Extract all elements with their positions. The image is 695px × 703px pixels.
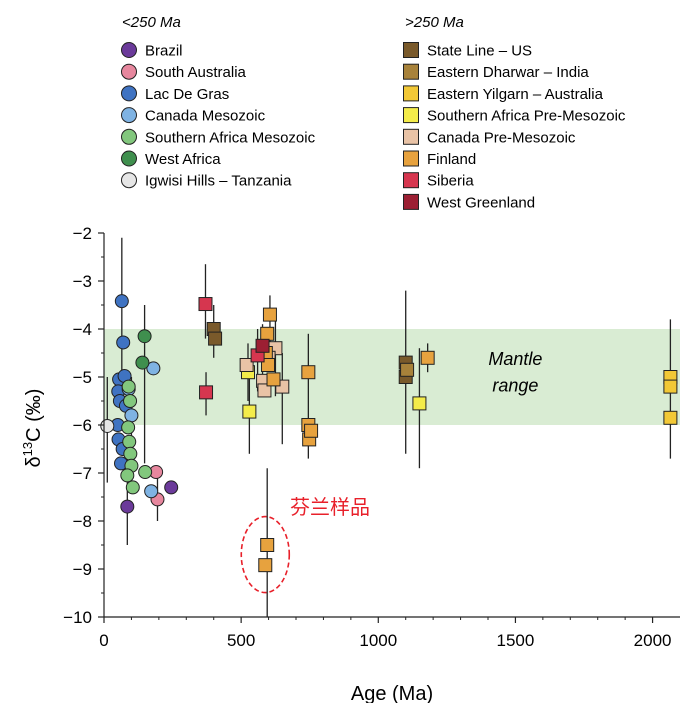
data-point-circle xyxy=(120,468,135,483)
legend-label: State Line – US xyxy=(427,43,532,60)
error-bars xyxy=(106,237,672,617)
legend-label: Eastern Dharwar – India xyxy=(427,64,589,81)
data-point-square xyxy=(304,423,319,438)
legend-marker-square xyxy=(403,63,419,80)
y-tick-label: −4 xyxy=(73,320,92,339)
legend-marker-circle xyxy=(121,85,137,102)
data-point-square xyxy=(262,307,277,322)
y-tick-label: −9 xyxy=(73,560,92,579)
x-tick-label: 2000 xyxy=(634,631,672,650)
data-point-square xyxy=(663,410,678,425)
data-point-circle xyxy=(123,394,138,408)
data-point-circle xyxy=(146,361,161,376)
legend-label: Canada Mesozoic xyxy=(145,108,266,125)
y-tick-label: −7 xyxy=(73,464,92,483)
legend-label: West Africa xyxy=(145,151,221,168)
legend-label: Siberia xyxy=(427,173,474,190)
data-point-square xyxy=(663,379,678,394)
data-point-square xyxy=(242,404,257,419)
data-point-square xyxy=(266,372,281,387)
legend-label: Finland xyxy=(427,151,476,168)
legend-label: Southern Africa Pre-Mesozoic xyxy=(427,108,626,125)
data-point-circle xyxy=(114,294,129,309)
legend-young-title: <250 Ma xyxy=(122,14,181,31)
y-tick-label: −5 xyxy=(73,368,92,387)
legend-label: Igwisi Hills – Tanzania xyxy=(145,173,292,190)
data-point-square xyxy=(198,297,213,312)
legend-marker-circle xyxy=(121,63,137,80)
data-point-circle xyxy=(100,418,115,433)
legend-marker-square xyxy=(403,107,419,124)
annotation-ellipse xyxy=(240,515,291,594)
y-tick-label: −10 xyxy=(63,608,92,627)
legend-old-title: >250 Ma xyxy=(405,14,464,31)
legend-marker-square xyxy=(403,42,419,58)
x-tick-label: 0 xyxy=(99,631,108,650)
legend: <250 Ma >250 Ma Brazil South Australia Lac… xyxy=(121,14,626,211)
data-point-circle xyxy=(125,480,140,495)
data-point-square xyxy=(420,350,435,365)
plot-area: Mantle range 芬兰样品 0 500 1000 1500 2000 −2 −3 −4… xyxy=(63,224,680,650)
data-point-square xyxy=(257,383,272,398)
mantle-range-label-2: range xyxy=(492,375,538,395)
data-point-circle xyxy=(120,499,135,514)
legend-label: Brazil xyxy=(145,43,183,60)
legend-marker-square xyxy=(403,128,419,145)
data-point-circle xyxy=(137,329,152,344)
legend-label: West Greenland xyxy=(427,194,535,211)
data-point-circle xyxy=(123,446,138,461)
y-tick-label: −3 xyxy=(73,272,92,291)
data-point-square xyxy=(255,338,270,353)
annotation-text: 芬兰样品 xyxy=(290,495,370,519)
legend-label: Eastern Yilgarn – Australia xyxy=(427,86,604,103)
data-point-circle xyxy=(121,379,136,394)
data-point-square xyxy=(208,331,223,346)
data-point-square xyxy=(260,538,275,552)
y-tick-label: −6 xyxy=(73,416,92,435)
y-axis-title: δ13C (‰) xyxy=(20,389,45,468)
x-tick-label: 1500 xyxy=(497,631,535,650)
mantle-range-label: Mantle xyxy=(488,349,542,369)
legend-marker-square xyxy=(403,172,419,189)
data-point-circle xyxy=(164,480,179,495)
data-point-square xyxy=(260,326,275,341)
legend-label: South Australia xyxy=(145,64,247,81)
data-point-circle xyxy=(138,465,153,480)
y-tick-label: −2 xyxy=(73,224,92,243)
data-point-circle xyxy=(122,434,137,449)
legend-marker-circle xyxy=(121,150,137,167)
data-point-circle xyxy=(135,355,150,370)
data-point-circle xyxy=(116,335,131,350)
data-point-square xyxy=(301,365,316,380)
data-point-square xyxy=(239,358,254,372)
x-tick-label: 500 xyxy=(227,631,255,650)
legend-marker-circle xyxy=(121,42,137,58)
data-point-square xyxy=(412,396,427,411)
legend-label: Lac De Gras xyxy=(145,86,229,103)
legend-label: Canada Pre-Mesozoic xyxy=(427,129,576,146)
legend-marker-circle xyxy=(121,172,137,189)
data-points xyxy=(100,294,678,573)
legend-marker-square xyxy=(403,85,419,102)
data-point-square xyxy=(261,358,276,372)
data-point-circle xyxy=(144,484,159,499)
legend-marker-circle xyxy=(121,128,137,145)
data-point-circle xyxy=(124,408,139,423)
data-point-square xyxy=(199,385,214,400)
legend-young-group: Brazil South Australia Lac De Gras Canada M… xyxy=(121,42,316,190)
data-point-circle xyxy=(121,420,136,435)
legend-marker-circle xyxy=(121,107,137,124)
legend-marker-square xyxy=(403,150,419,167)
data-point-square xyxy=(258,558,273,573)
data-point-square xyxy=(400,362,415,377)
legend-old-group: State Line – US Eastern Dharwar – India Ea… xyxy=(403,42,626,211)
x-tick-label: 1000 xyxy=(359,631,397,650)
axes: 0 500 1000 1500 2000 −2 −3 −4 −5 −6 −7 −8 −9 −10 xyxy=(63,224,680,650)
y-tick-label: −8 xyxy=(73,512,92,531)
x-axis-title: Age (Ma) xyxy=(351,683,433,703)
mantle-range-band xyxy=(104,329,680,425)
legend-marker-square xyxy=(403,193,419,210)
legend-label: Southern Africa Mesozoic xyxy=(145,129,316,146)
